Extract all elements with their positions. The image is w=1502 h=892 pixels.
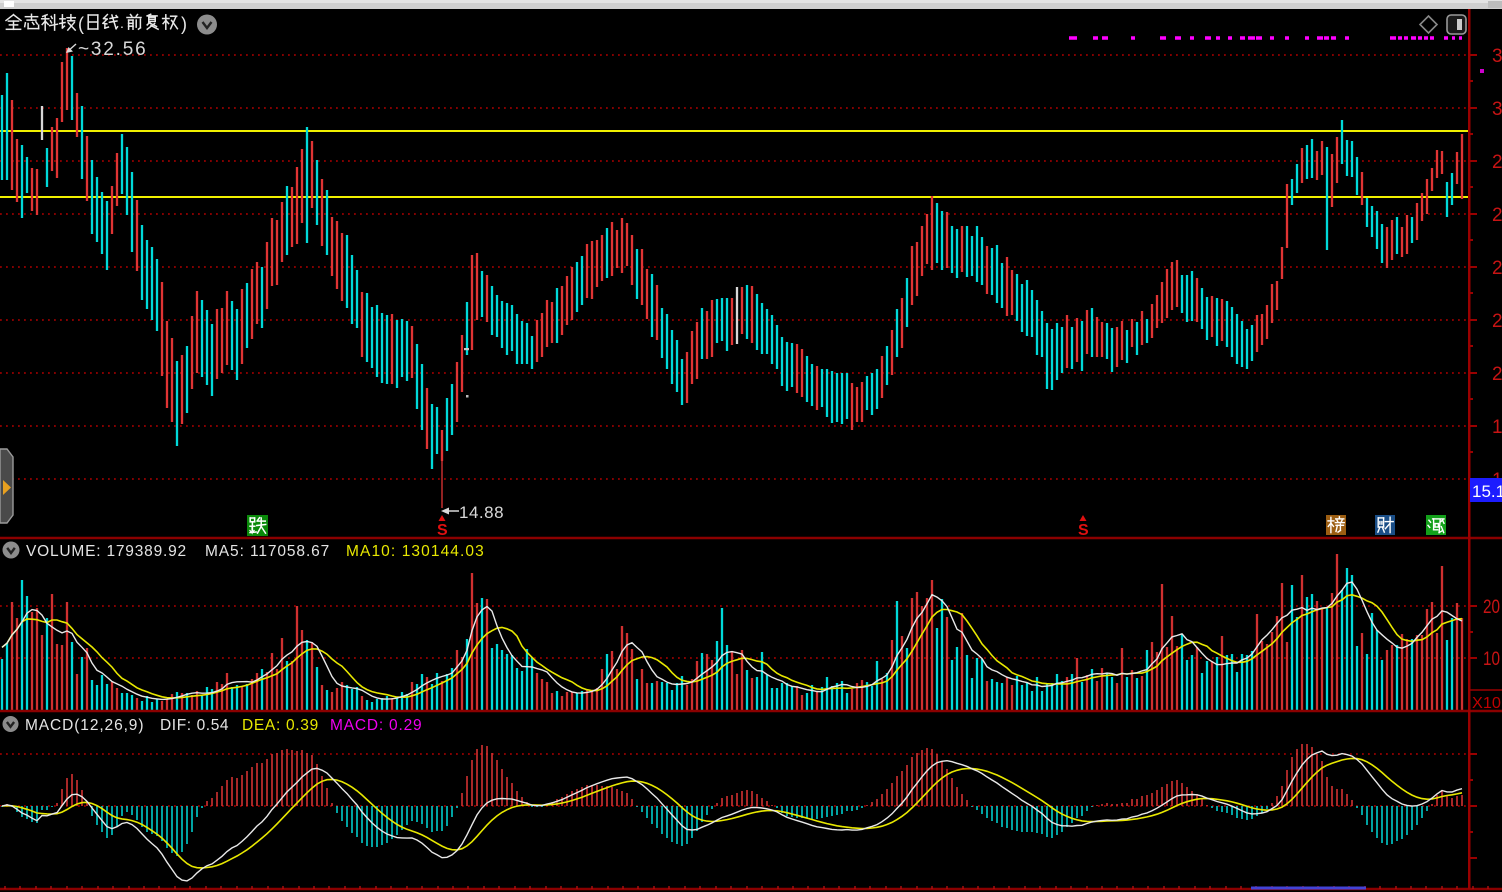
svg-text:DIF: 0.54: DIF: 0.54 [160,717,229,734]
svg-text:): ) [181,14,187,34]
svg-text:MA10: 130144.03: MA10: 130144.03 [346,543,485,560]
svg-text:X10: X10 [1472,695,1501,712]
svg-text:(: ( [78,14,84,34]
svg-text:1: 1 [1492,417,1502,438]
svg-text:2: 2 [1492,364,1502,385]
svg-text:VOLUME: 179389.92: VOLUME: 179389.92 [26,543,187,560]
svg-text:2: 2 [1492,311,1502,332]
svg-text:2: 2 [1492,152,1502,173]
svg-text:14.88: 14.88 [459,503,504,522]
svg-text:DEA: 0.39: DEA: 0.39 [242,717,319,734]
svg-text:10: 10 [1483,649,1500,670]
svg-text:~32.56: ~32.56 [78,39,147,60]
svg-text:20: 20 [1483,597,1500,618]
svg-text:3: 3 [1492,99,1502,120]
svg-text:.: . [120,15,124,31]
svg-text:MACD: 0.29: MACD: 0.29 [330,717,422,734]
svg-text:S: S [1078,522,1089,539]
svg-text:15.1: 15.1 [1472,482,1502,501]
svg-text:2: 2 [1492,258,1502,279]
svg-text:2: 2 [1492,205,1502,226]
svg-text:3: 3 [1492,46,1502,67]
svg-text:S: S [437,522,448,539]
svg-text:MA5: 117058.67: MA5: 117058.67 [205,543,330,560]
svg-text:MACD(12,26,9): MACD(12,26,9) [25,717,144,734]
